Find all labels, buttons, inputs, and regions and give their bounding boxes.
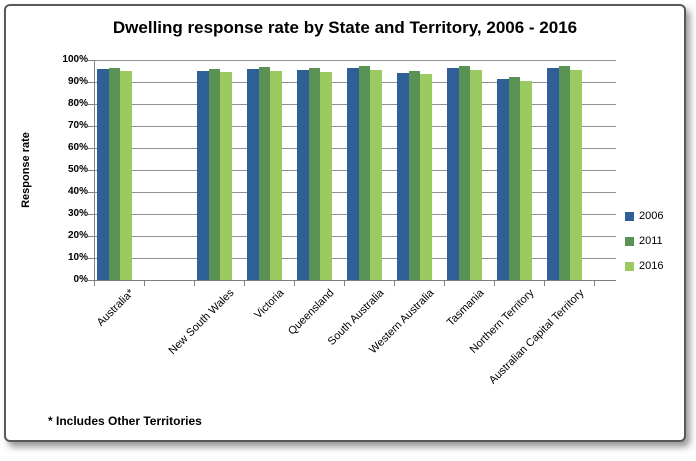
bar (258, 67, 270, 280)
y-axis-tick (88, 60, 94, 61)
x-category-label: Australian Capital Territory (486, 287, 587, 387)
y-tick-label: 90% (67, 76, 88, 87)
y-axis-tick (88, 170, 94, 171)
y-tick-label: 70% (67, 120, 88, 131)
bar (558, 65, 570, 280)
x-axis-tick (444, 281, 445, 286)
y-tick-label: 50% (67, 164, 88, 175)
x-axis-tick (94, 281, 95, 286)
bar-group (394, 60, 444, 280)
y-tick-label: 80% (67, 98, 88, 109)
bar (97, 69, 109, 280)
bar (220, 72, 232, 280)
y-axis-tick (88, 82, 94, 83)
y-tick-label: 10% (67, 252, 88, 263)
bar (308, 68, 320, 280)
x-category-label: Queensland (286, 287, 337, 338)
bar-group (444, 60, 494, 280)
legend-swatch (625, 262, 634, 271)
y-tick-label: 0% (73, 274, 88, 285)
legend-label: 2016 (639, 260, 664, 272)
bar (397, 72, 409, 280)
bar-group (344, 60, 394, 280)
bar (197, 70, 209, 280)
bar (447, 67, 459, 280)
bar (408, 70, 420, 280)
bar (497, 78, 509, 280)
y-axis-tick (88, 236, 94, 237)
chart-frame: Dwelling response rate by State and Terr… (4, 4, 686, 442)
y-axis-tick (88, 280, 94, 281)
bar (108, 68, 120, 280)
legend-swatch (625, 212, 634, 221)
y-tick-label: 100% (62, 54, 88, 65)
bar (120, 71, 132, 280)
x-axis-tick (494, 281, 495, 286)
y-tick-label: 40% (67, 186, 88, 197)
bar-group (544, 60, 594, 280)
bar (270, 71, 282, 280)
x-category-label: Victoria (252, 287, 287, 322)
y-tick-label: 60% (67, 142, 88, 153)
bar (247, 69, 259, 280)
bar (347, 67, 359, 280)
plot-area: 0% 10% 20% 30% 40% 50% 60% 70% 80% 90% 100% Austral… (62, 54, 616, 387)
bar (297, 70, 309, 280)
legend-item: 2006 (625, 210, 663, 223)
x-axis-tick (294, 281, 295, 286)
x-axis-tick (594, 281, 595, 286)
x-axis-tick (344, 281, 345, 286)
x-axis-line (94, 280, 616, 281)
bar (520, 80, 532, 280)
bar-group (244, 60, 294, 280)
legend-item: 2011 (625, 235, 663, 248)
x-axis-tick (244, 281, 245, 286)
y-axis-tick (88, 126, 94, 127)
bar (470, 70, 482, 280)
bar (320, 72, 332, 280)
y-tick-label: 30% (67, 208, 88, 219)
bar-group (94, 60, 144, 280)
bar-group (294, 60, 344, 280)
x-axis-tick (194, 281, 195, 286)
legend-swatch (625, 237, 634, 246)
y-axis-tick (88, 214, 94, 215)
bar (570, 69, 582, 280)
y-axis-title: Response rate (20, 132, 32, 208)
bar (508, 76, 520, 280)
x-category-label: Australia* (94, 287, 137, 329)
bar-group (494, 60, 544, 280)
x-axis-tick (544, 281, 545, 286)
bar (358, 66, 370, 280)
y-axis-tick (88, 148, 94, 149)
gridline (95, 60, 616, 61)
legend-label: 2011 (639, 235, 663, 247)
bar (370, 69, 382, 280)
y-tick-label: 20% (67, 230, 88, 241)
y-axis-tick (88, 104, 94, 105)
x-axis-tick (144, 281, 145, 286)
bar-group (194, 60, 244, 280)
legend: 2006 2011 2016 (625, 210, 663, 285)
y-axis-line (94, 60, 95, 281)
bar (458, 65, 470, 280)
bar (420, 73, 432, 280)
footnote: * Includes Other Territories (48, 414, 202, 428)
x-category-label: New South Wales (166, 287, 237, 358)
x-axis-tick (394, 281, 395, 286)
chart-title: Dwelling response rate by State and Terr… (112, 18, 578, 37)
bar (208, 68, 220, 280)
legend-item: 2016 (625, 260, 663, 273)
y-axis-tick (88, 258, 94, 259)
y-axis-tick (88, 192, 94, 193)
bar (547, 68, 559, 280)
legend-label: 2006 (639, 210, 664, 222)
x-category-label: Tasmania (444, 287, 487, 329)
